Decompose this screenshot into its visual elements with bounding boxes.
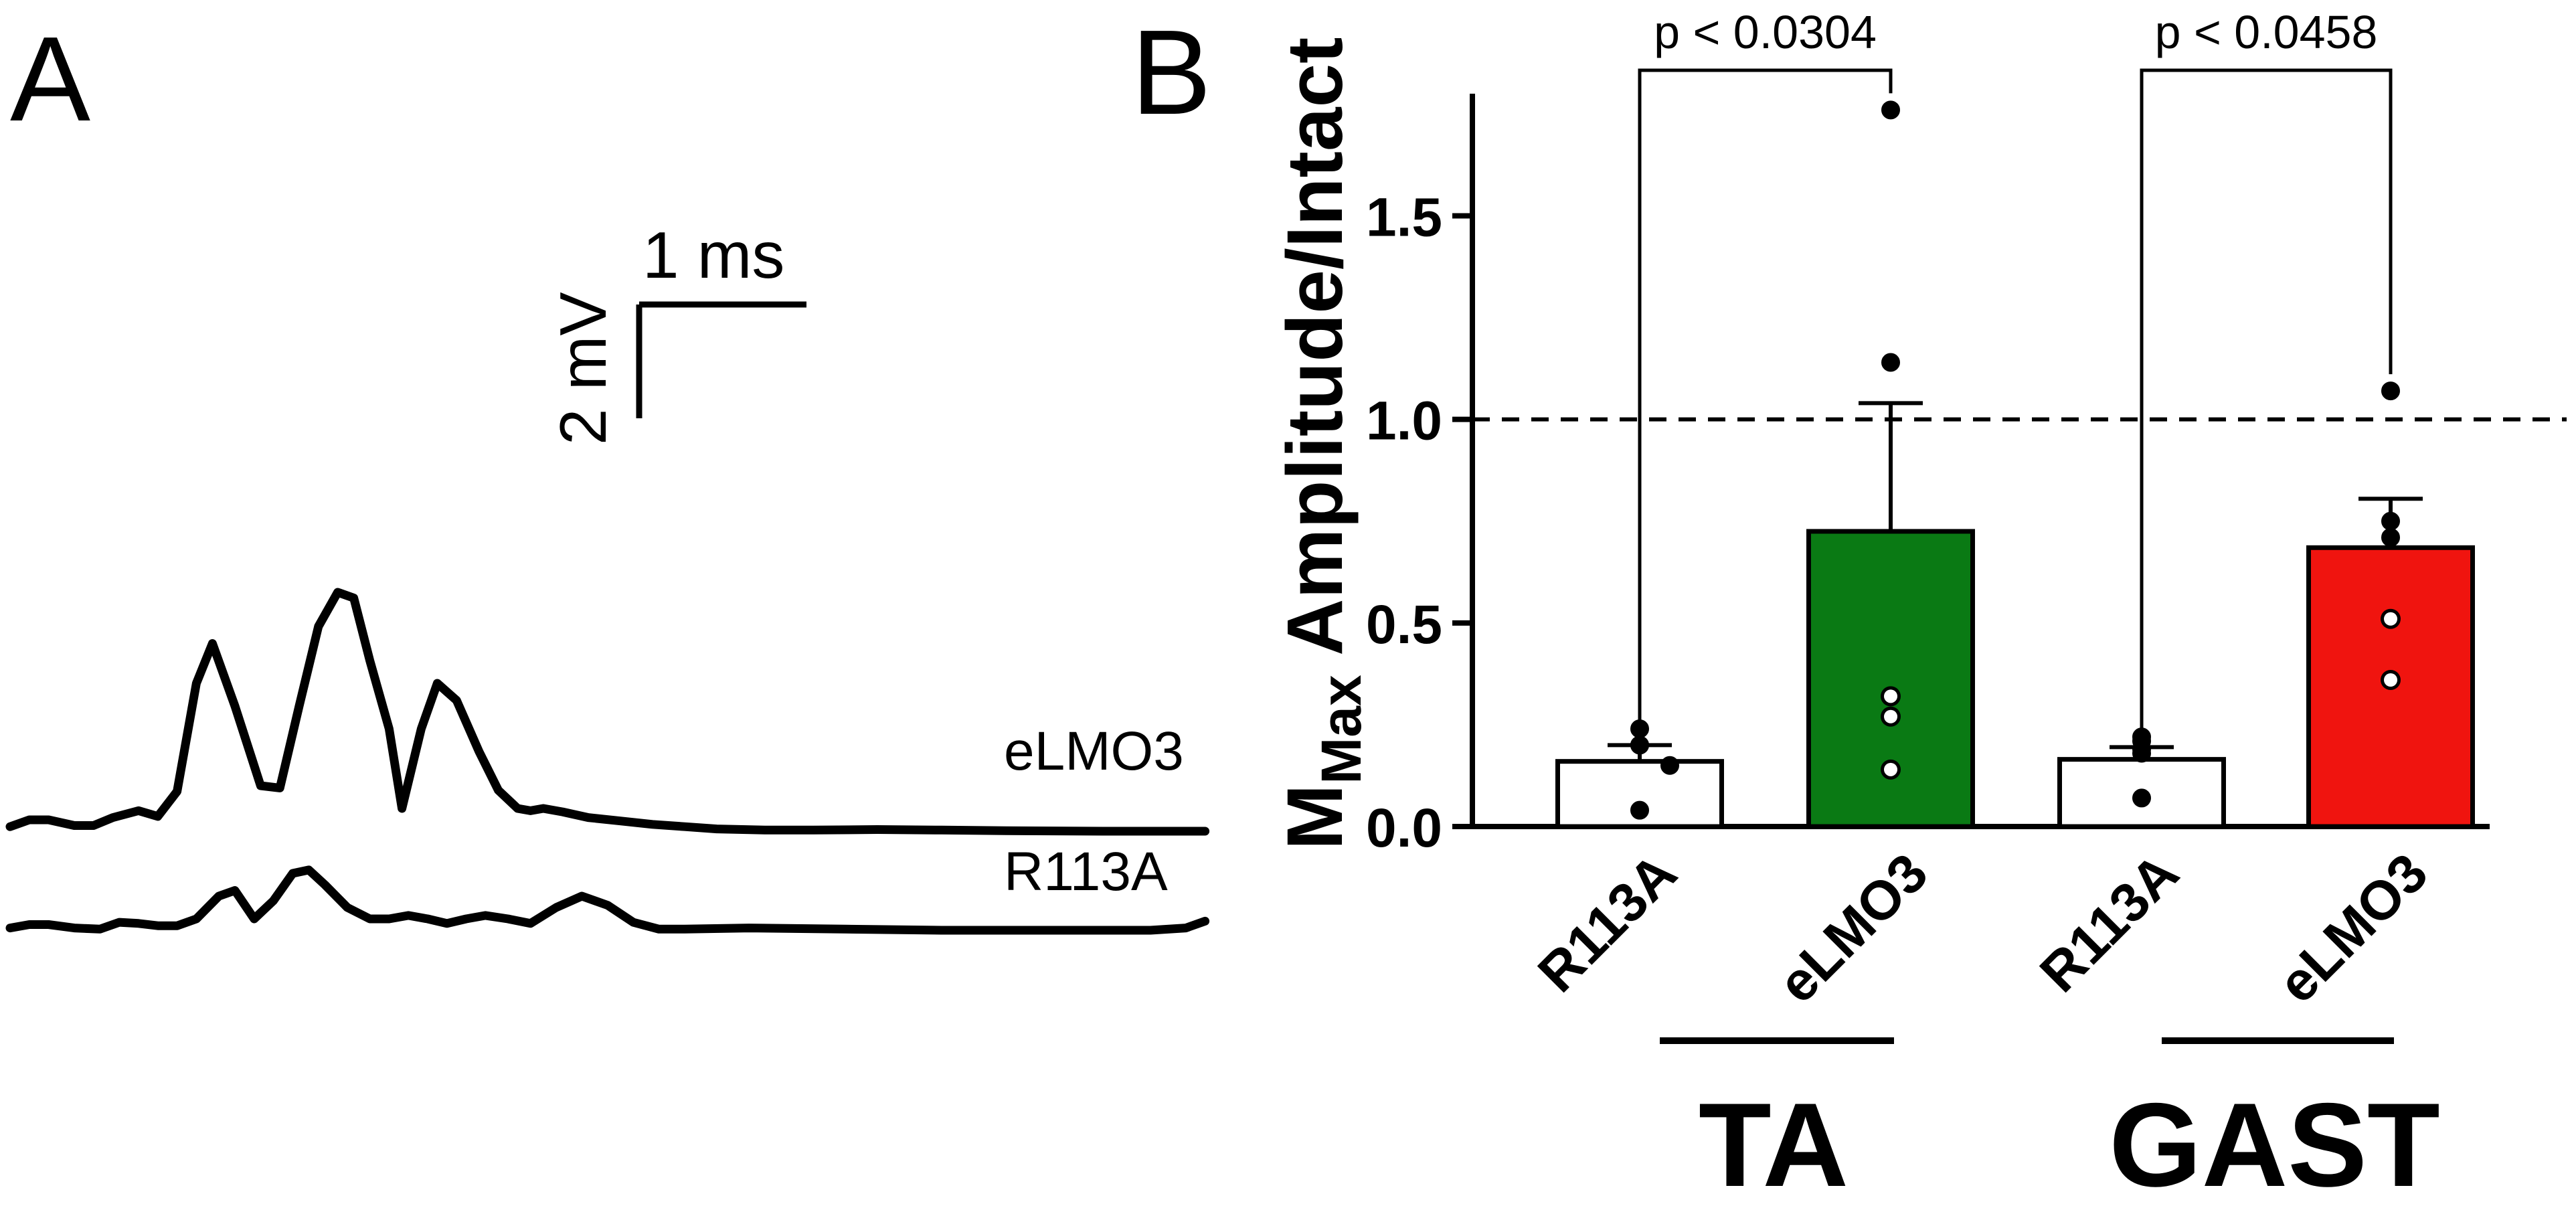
- data-point: [1660, 756, 1679, 775]
- trace-r113a: [5, 865, 1210, 935]
- y-tick-label: 0.5: [1366, 594, 1442, 655]
- data-point: [1630, 800, 1649, 820]
- significance-bracket: [1638, 68, 1893, 729]
- y-axis-label-rest: Amplitude/Intact: [1271, 37, 1359, 675]
- y-axis-label-sub: Max: [1310, 675, 1373, 784]
- data-point-core: [1884, 709, 1897, 723]
- category-label: eLMO3: [2267, 842, 2439, 1015]
- y-axis-label: MMax Amplitude/Intact: [1271, 37, 1373, 850]
- data-point: [1881, 353, 1900, 372]
- y-tick-label: 0.0: [1366, 798, 1442, 859]
- panel-a-label: A: [10, 12, 90, 147]
- category-label: R113A: [1527, 842, 1689, 1004]
- group-label: TA: [1699, 1078, 1849, 1208]
- data-point: [1881, 100, 1900, 120]
- data-point-core: [2384, 673, 2397, 687]
- data-point: [2132, 744, 2151, 763]
- data-point: [2381, 381, 2400, 401]
- panel-b-label: B: [1131, 5, 1211, 140]
- trace-elmo3: [5, 588, 1210, 836]
- category-label: R113A: [2029, 842, 2191, 1004]
- category-label: eLMO3: [1767, 842, 1940, 1015]
- y-tick-label: 1.5: [1366, 187, 1442, 248]
- group-label: GAST: [2109, 1078, 2439, 1208]
- data-point-core: [1884, 762, 1897, 776]
- trace-label-r113a: R113A: [1004, 841, 1168, 902]
- trace-label-elmo3: eLMO3: [1004, 721, 1184, 782]
- scale-bar-time-label: 1 ms: [642, 218, 784, 292]
- data-point: [2381, 511, 2400, 531]
- significance-bracket: [2140, 68, 2393, 731]
- bar-chart: 0.0 0.5 1.0 1.5 R113A eLMO3 R113A eLMO3 TA GAST p …: [1366, 6, 2567, 1208]
- scale-bar: 1 ms 2 mV: [546, 218, 806, 445]
- trace-area: eLMO3 R113A: [5, 588, 1210, 935]
- bar: [1806, 529, 1975, 829]
- y-axis-label-main: M: [1271, 784, 1359, 850]
- data-point: [2132, 788, 2151, 808]
- data-point-core: [1884, 689, 1897, 703]
- data-point-core: [2384, 612, 2397, 626]
- data-point: [2381, 528, 2400, 547]
- data-point: [1630, 736, 1649, 755]
- p-value-label: p < 0.0304: [1654, 6, 1877, 58]
- y-tick-label: 1.0: [1366, 391, 1442, 452]
- p-value-label: p < 0.0458: [2155, 6, 2378, 58]
- scale-bar-voltage-label: 2 mV: [546, 292, 620, 445]
